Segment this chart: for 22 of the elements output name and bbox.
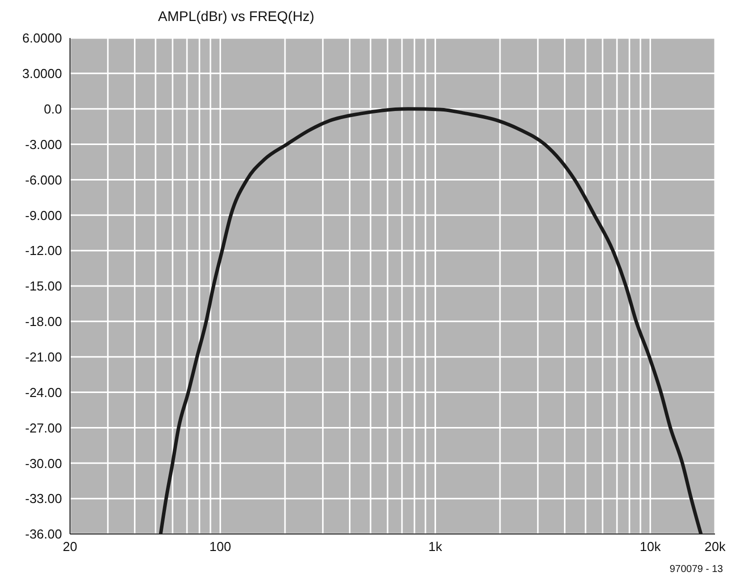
y-tick-label: -27.00	[25, 420, 62, 436]
y-tick-label: -6.000	[25, 172, 62, 188]
x-tick-label: 10k	[640, 539, 662, 554]
text: 970079 - 13	[668, 564, 724, 575]
y-tick-label: -12.00	[25, 243, 62, 258]
y-tick-label: 3.0000	[22, 66, 62, 82]
y-tick-label: 6.0000	[22, 30, 62, 46]
y-tick-label: -18.00	[25, 314, 62, 330]
y-tick-label: -30.00	[25, 456, 62, 471]
x-tick-label: 1k	[428, 539, 443, 554]
y-tick-label: -21.00	[25, 349, 62, 364]
y-tick-label: -15.00	[25, 278, 62, 294]
y-tick-label: -9.000	[25, 208, 62, 223]
x-tick-label: 100	[209, 539, 232, 554]
x-tick-label: 20	[62, 539, 78, 554]
y-tick-label: -36.00	[25, 526, 62, 542]
x-tick-label: 20k	[704, 539, 726, 554]
y-tick-label: -3.000	[25, 136, 62, 152]
y-tick-label: -33.00	[25, 491, 62, 506]
y-tick-label: -24.00	[25, 384, 62, 400]
chart-title: AMPL(dBr) vs FREQ(Hz)	[157, 8, 316, 26]
y-tick-label: 0.0	[44, 101, 62, 116]
